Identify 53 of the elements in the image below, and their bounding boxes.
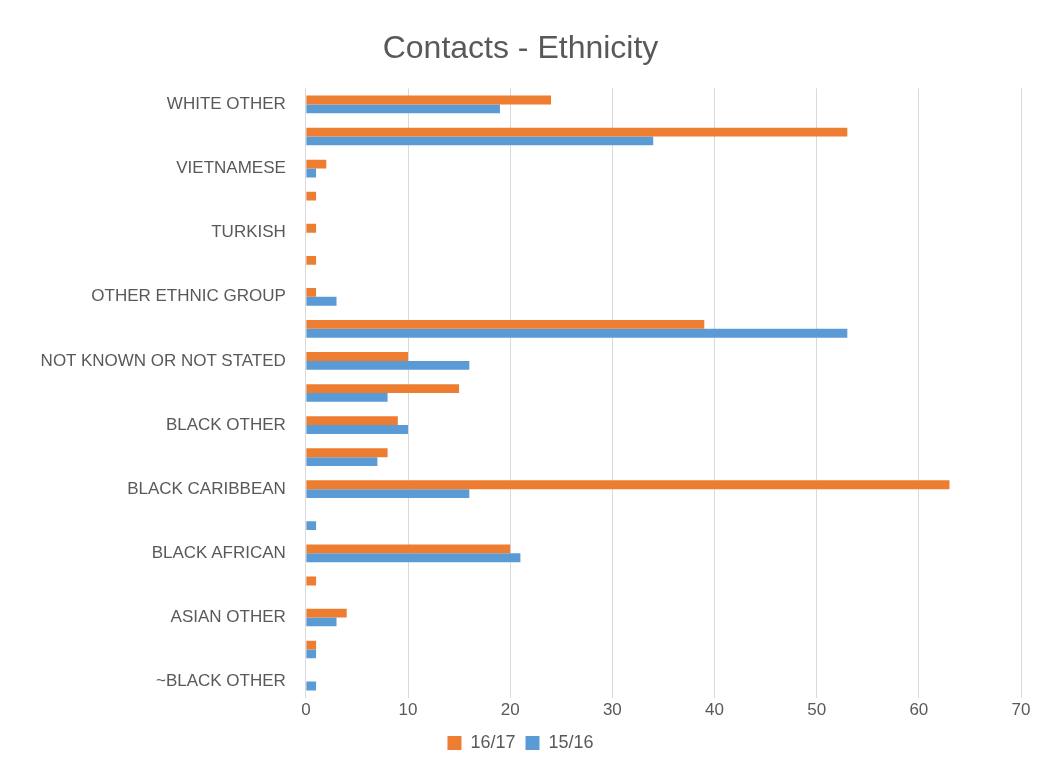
- bar: [306, 640, 317, 650]
- y-tick-label: BLACK AFRICAN: [151, 543, 286, 562]
- bar: [306, 255, 317, 265]
- x-tick-label: 20: [500, 700, 520, 720]
- bar: [306, 360, 470, 370]
- y-tick-label: TURKISH: [211, 222, 286, 242]
- x-tick-label: 10: [398, 700, 418, 720]
- y-tick-label: BLACK OTHER: [165, 414, 286, 434]
- bar: [306, 608, 347, 618]
- bar: [306, 448, 388, 458]
- bar: [306, 159, 327, 169]
- bar: [306, 416, 398, 426]
- y-tick-label: WHITE OTHER: [166, 94, 286, 114]
- bar: [306, 393, 388, 402]
- x-tick-label: 30: [602, 700, 622, 720]
- y-tick-label: ASIAN OTHER: [170, 607, 286, 627]
- bar: [306, 576, 317, 586]
- x-tick-label: 60: [909, 700, 929, 720]
- bar: [306, 352, 409, 361]
- bar: [306, 544, 511, 554]
- bar: [306, 328, 848, 338]
- bar: [306, 489, 470, 499]
- bar: [306, 287, 317, 297]
- bar: [306, 95, 552, 105]
- bar: [306, 168, 317, 178]
- y-tick-label: NOT KNOWN OR NOT STATED: [40, 350, 286, 370]
- bar: [306, 457, 378, 466]
- bar: [306, 681, 317, 691]
- x-tick-label: 40: [705, 700, 724, 720]
- bar: [306, 296, 337, 306]
- x-tick-label: 50: [807, 700, 827, 720]
- bar: [306, 136, 654, 146]
- bar: [306, 320, 705, 329]
- legend-label: 16/17: [470, 731, 516, 752]
- bar: [306, 480, 950, 490]
- bar: [306, 617, 337, 627]
- bar: [306, 223, 317, 233]
- bar: [306, 191, 317, 201]
- bar: [306, 425, 409, 434]
- y-tick-label: BLACK CARIBBEAN: [127, 478, 286, 498]
- bar: [306, 384, 460, 393]
- x-tick-label: 70: [1011, 700, 1031, 720]
- y-tick-label: ~BLACK OTHER: [155, 671, 286, 691]
- bar: [306, 649, 317, 659]
- legend-label: 15/16: [548, 731, 594, 752]
- y-tick-label: OTHER ETHNIC GROUP: [91, 286, 286, 306]
- chart-title: Contacts - Ethnicity: [382, 29, 659, 66]
- bar: [306, 553, 521, 563]
- bar: [306, 521, 317, 531]
- y-tick-label: VIETNAMESE: [176, 158, 286, 178]
- bar: [306, 127, 848, 137]
- bar: [306, 104, 500, 114]
- x-tick-label: 0: [301, 700, 311, 720]
